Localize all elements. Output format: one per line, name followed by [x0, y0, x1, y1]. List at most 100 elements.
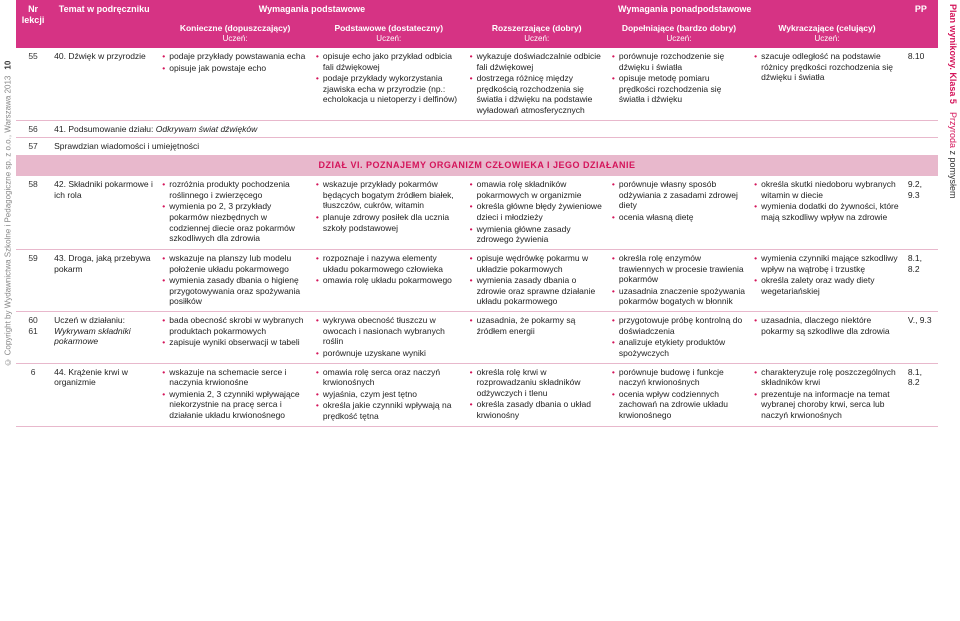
- hdr-ponad: Wymagania ponadpodstawowe: [466, 0, 904, 19]
- table-header: Nr lekcji Temat w podręczniku Wymagania …: [16, 0, 938, 48]
- cell-bullet: wymienia czynniki mające szkodliwy wpływ…: [754, 253, 900, 274]
- hdr-pod: Podstawowe (dostateczny)Uczeń:: [312, 19, 466, 48]
- cell-bullet: wyjaśnia, czym jest tętno: [316, 389, 462, 400]
- cell-bullet: porównuje własny sposób odżywiania z zas…: [612, 179, 746, 211]
- cell-wyk: szacuje odległość na podstawie różnicy p…: [750, 48, 904, 120]
- cell-bullet: wykrywa obecność tłuszczu w owocach i na…: [316, 315, 462, 347]
- cell-dop: określa rolę enzymów trawiennych w proce…: [608, 249, 750, 311]
- cell-kon: rozróżnia produkty pochodzenia roślinneg…: [158, 176, 312, 250]
- table-row: 57Sprawdzian wiadomości i umiejętności: [16, 138, 938, 156]
- cell-dop: przygotowuje próbę kontrolną do doświadc…: [608, 312, 750, 364]
- cell-nr: 56: [16, 120, 50, 138]
- cell-bullet: uzasadnia, że pokarmy są źródłem energii: [470, 315, 604, 336]
- cell-pp: 9.2, 9.3: [904, 176, 938, 250]
- cell-bullet: szacuje odległość na podstawie różnicy p…: [754, 51, 900, 83]
- cell-pp: 8.10: [904, 48, 938, 120]
- cell-bullet: charakteryzuje rolę poszczególnych skład…: [754, 367, 900, 388]
- cell-bullet: opisuje jak powstaje echo: [162, 63, 308, 74]
- hdr-dop: Dopełniające (bardzo dobry)Uczeń:: [608, 19, 750, 48]
- cell-kon: wskazuje na planszy lub modelu położenie…: [158, 249, 312, 311]
- table-row: 6061Uczeń w działaniu: Wykrywam składnik…: [16, 312, 938, 364]
- cell-bullet: prezentuje na informacje na temat wybran…: [754, 389, 900, 421]
- cell-bullet: wykazuje doświadczalnie odbicie fali dźw…: [470, 51, 604, 72]
- cell-bullet: określa rolę krwi w rozprowadzaniu skład…: [470, 367, 604, 399]
- cell-temat: Uczeń w działaniu: Wykrywam składniki po…: [50, 312, 158, 364]
- cell-bullet: podaje przykłady powstawania echa: [162, 51, 308, 62]
- cell-bullet: określa główne błędy żywieniowe dzieci i…: [470, 201, 604, 222]
- cell-bullet: podaje przykłady wykorzystania zjawiska …: [316, 73, 462, 105]
- hdr-kon: Konieczne (dopuszczający)Uczeń:: [158, 19, 312, 48]
- cell-nr: 59: [16, 249, 50, 311]
- cell-bullet: opisuje wędrówkę pokarmu w układzie poka…: [470, 253, 604, 274]
- cell-bullet: porównuje budowę i funkcje naczyń krwion…: [612, 367, 746, 388]
- cell-bullet: planuje zdrowy posiłek dla ucznia szkoły…: [316, 212, 462, 233]
- plan-title: Plan wynikowy. Klasa 5: [938, 0, 960, 108]
- cell-nr: 57: [16, 138, 50, 156]
- cell-bullet: porównuje uzyskane wyniki: [316, 348, 462, 359]
- cell-wyk: charakteryzuje rolę poszczególnych skład…: [750, 363, 904, 426]
- cell-bullet: analizuje etykiety produktów spożywczych: [612, 337, 746, 358]
- cell-temat: 43. Droga, jaką przebywa pokarm: [50, 249, 158, 311]
- cell-bullet: opisuje echo jako przykład odbicia fali …: [316, 51, 462, 72]
- cell-nr: 55: [16, 48, 50, 120]
- cell-kon: podaje przykłady powstawania echaopisuje…: [158, 48, 312, 120]
- cell-full: 41. Podsumowanie działu: Odkrywam świat …: [50, 120, 938, 138]
- cell-bullet: określa skutki niedoboru wybranych witam…: [754, 179, 900, 200]
- table-body: 5540. Dźwięk w przyrodziepodaje przykład…: [16, 48, 938, 426]
- cell-bullet: określa zalety oraz wady diety wegetaria…: [754, 275, 900, 296]
- curriculum-table: Nr lekcji Temat w podręczniku Wymagania …: [16, 0, 938, 427]
- cell-wyk: określa skutki niedoboru wybranych witam…: [750, 176, 904, 250]
- cell-bullet: omawia rolę serca oraz naczyń krwionośny…: [316, 367, 462, 388]
- cell-bullet: porównuje rozchodzenie się dźwięku i świ…: [612, 51, 746, 72]
- cell-bullet: dostrzega różnicę między prędkością rozc…: [470, 73, 604, 116]
- cell-temat: 40. Dźwięk w przyrodzie: [50, 48, 158, 120]
- hdr-nr: Nr lekcji: [16, 0, 50, 48]
- table-row: 5842. Składniki pokarmowe i ich rolarozr…: [16, 176, 938, 250]
- table-row: 5641. Podsumowanie działu: Odkrywam świa…: [16, 120, 938, 138]
- cell-full: Sprawdzian wiadomości i umiejętności: [50, 138, 938, 156]
- cell-nr: 58: [16, 176, 50, 250]
- cell-pod: omawia rolę serca oraz naczyń krwionośny…: [312, 363, 466, 426]
- cell-nr: 6061: [16, 312, 50, 364]
- cell-dop: porównuje budowę i funkcje naczyń krwion…: [608, 363, 750, 426]
- cell-bullet: uzasadnia znaczenie spożywania pokarmów …: [612, 286, 746, 307]
- cell-kon: wskazuje na schemacie serce i naczynia k…: [158, 363, 312, 426]
- cell-bullet: ocenia własną dietę: [612, 212, 746, 223]
- cell-pp: 8.1, 8.2: [904, 249, 938, 311]
- cell-bullet: wymienia zasady dbania o higienę przygot…: [162, 275, 308, 307]
- cell-pod: rozpoznaje i nazywa elementy układu poka…: [312, 249, 466, 311]
- page-number: 10: [4, 60, 13, 69]
- cell-wyk: wymienia czynniki mające szkodliwy wpływ…: [750, 249, 904, 311]
- cell-bullet: przygotowuje próbę kontrolną do doświadc…: [612, 315, 746, 336]
- cell-roz: wykazuje doświadczalnie odbicie fali dźw…: [466, 48, 608, 120]
- cell-bullet: rozróżnia produkty pochodzenia roślinneg…: [162, 179, 308, 200]
- cell-bullet: wymienia 2, 3 czynniki wpływające niekor…: [162, 389, 308, 421]
- cell-pp: V., 9.3: [904, 312, 938, 364]
- cell-bullet: ocenia wpływ codziennych zachowań na zdr…: [612, 389, 746, 421]
- cell-dop: porównuje własny sposób odżywiania z zas…: [608, 176, 750, 250]
- cell-bullet: uzasadnia, dlaczego niektóre pokarmy są …: [754, 315, 900, 336]
- cell-pod: wskazuje przykłady pokarmów będących bog…: [312, 176, 466, 250]
- cell-bullet: bada obecność skrobi w wybranych produkt…: [162, 315, 308, 336]
- cell-bullet: wymienia główne zasady zdrowego żywienia: [470, 224, 604, 245]
- cell-bullet: określa jakie czynniki wpływają na prędk…: [316, 400, 462, 421]
- hdr-pp: PP: [904, 0, 938, 48]
- table-row: 644. Krążenie krwi w organizmiewskazuje …: [16, 363, 938, 426]
- cell-bullet: wymienia zasady dbania o zdrowie oraz sp…: [470, 275, 604, 307]
- cell-pod: wykrywa obecność tłuszczu w owocach i na…: [312, 312, 466, 364]
- copyright-text: © Copyright by Wydawnictwa Szkolne i Ped…: [4, 75, 13, 366]
- cell-bullet: zapisuje wyniki obserwacji w tabeli: [162, 337, 308, 348]
- cell-temat: 44. Krążenie krwi w organizmie: [50, 363, 158, 426]
- cell-bullet: wymienia po 2, 3 przykłady pokarmów niez…: [162, 201, 308, 244]
- cell-roz: uzasadnia, że pokarmy są źródłem energii: [466, 312, 608, 364]
- table-row: 5943. Droga, jaką przebywa pokarmwskazuj…: [16, 249, 938, 311]
- cell-roz: omawia rolę składników pokarmowych w org…: [466, 176, 608, 250]
- hdr-temat: Temat w podręczniku: [50, 0, 158, 48]
- cell-bullet: opisuje metodę pomiaru prędkości rozchod…: [612, 73, 746, 105]
- cell-roz: określa rolę krwi w rozprowadzaniu skład…: [466, 363, 608, 426]
- page-container: © Copyright by Wydawnictwa Szkolne i Ped…: [0, 0, 960, 427]
- cell-bullet: omawia rolę składników pokarmowych w org…: [470, 179, 604, 200]
- plan-subject: Przyroda z pomysłem: [938, 108, 960, 203]
- cell-roz: opisuje wędrówkę pokarmu w układzie poka…: [466, 249, 608, 311]
- cell-bullet: omawia rolę układu pokarmowego: [316, 275, 462, 286]
